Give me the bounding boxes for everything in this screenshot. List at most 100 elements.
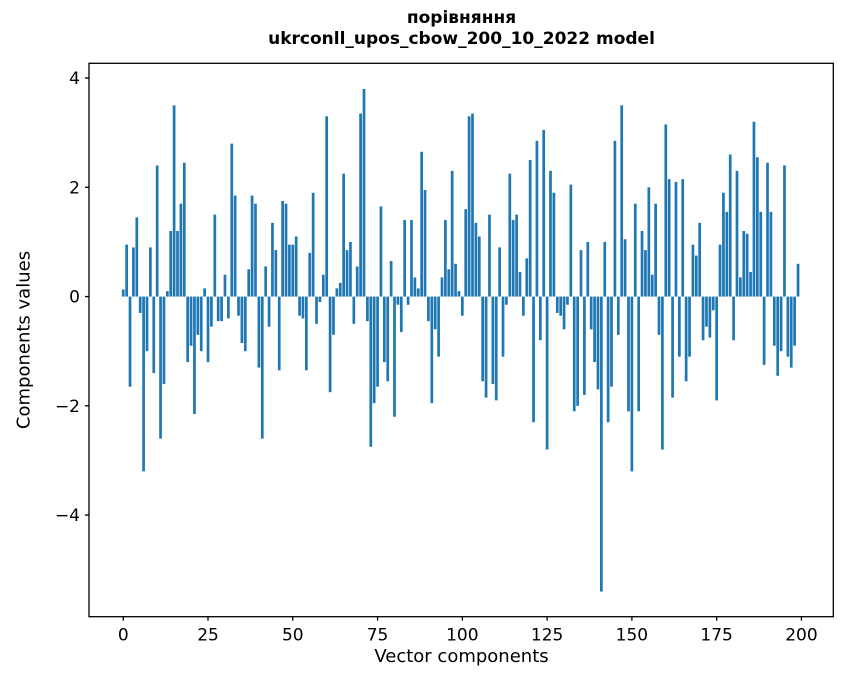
bar (616, 296, 620, 335)
bar (437, 296, 440, 357)
bar (528, 159, 532, 297)
bar (600, 296, 603, 592)
bar (474, 222, 478, 297)
bar (518, 271, 522, 297)
bar (779, 296, 783, 352)
bar (776, 296, 780, 376)
bar (271, 222, 274, 297)
bar (447, 269, 451, 297)
bar (264, 266, 268, 297)
bar (593, 296, 596, 363)
x-tick-label: 100 (446, 626, 478, 646)
bar (376, 296, 379, 387)
bar (522, 296, 525, 316)
bar (301, 296, 305, 319)
bar (498, 247, 501, 297)
bar (630, 296, 634, 472)
bar (338, 282, 342, 297)
bar (501, 296, 505, 357)
bar (674, 181, 678, 297)
bar (460, 296, 464, 316)
bar (711, 296, 715, 311)
bar (427, 296, 430, 322)
bar (589, 296, 593, 330)
bar (749, 271, 752, 297)
bar (308, 252, 312, 297)
bar (260, 296, 264, 439)
bar (416, 288, 420, 297)
bar (488, 214, 491, 297)
bar (467, 116, 471, 297)
bar (237, 296, 240, 316)
bar (688, 296, 691, 357)
bar (735, 170, 739, 297)
bar (657, 296, 661, 335)
bar (684, 296, 688, 382)
bar (410, 220, 413, 297)
bar (250, 195, 254, 297)
bar (267, 296, 271, 327)
bar (165, 291, 169, 297)
bar (654, 203, 657, 297)
bar (355, 266, 359, 297)
bar (576, 296, 579, 406)
bar (515, 214, 518, 297)
bar (481, 296, 485, 382)
bar (325, 116, 329, 297)
bar (532, 296, 535, 423)
bar (196, 296, 200, 335)
bar (288, 244, 291, 297)
bar (186, 296, 190, 363)
bar (389, 261, 393, 297)
bar (406, 296, 410, 305)
bar (454, 263, 457, 297)
bar (783, 165, 786, 297)
bar (610, 296, 613, 387)
bar (508, 173, 512, 297)
bar (606, 296, 610, 423)
bar (284, 203, 288, 297)
bar (142, 296, 145, 472)
bar (759, 211, 763, 297)
bar (786, 296, 790, 357)
bar (450, 170, 454, 297)
bar (464, 209, 468, 297)
bar (444, 220, 447, 297)
bar (620, 105, 624, 297)
bar (382, 296, 386, 363)
bar (243, 296, 247, 352)
bar (725, 211, 729, 297)
bar (715, 296, 719, 401)
bar (362, 88, 366, 297)
plot-frame (88, 62, 834, 618)
bar (562, 296, 566, 330)
bar (545, 296, 549, 450)
bar (169, 231, 173, 297)
bar (430, 296, 434, 404)
bar (705, 296, 708, 327)
bar (769, 211, 773, 297)
bar (210, 296, 213, 327)
bar (159, 296, 162, 439)
bar (176, 231, 179, 297)
bar (121, 289, 125, 297)
bar (796, 263, 800, 297)
bar (691, 244, 695, 297)
bar (189, 296, 193, 346)
bar (549, 170, 552, 297)
y-axis-label: Components values (13, 250, 35, 430)
bar (603, 241, 607, 297)
bar (667, 179, 671, 297)
bar (762, 296, 766, 365)
bar (403, 220, 407, 297)
bar (223, 274, 227, 297)
bar (772, 296, 776, 346)
bar (491, 296, 495, 384)
bar (359, 113, 362, 297)
bar (257, 296, 261, 368)
bar (335, 288, 339, 297)
bar (664, 124, 668, 297)
bar (216, 296, 220, 322)
